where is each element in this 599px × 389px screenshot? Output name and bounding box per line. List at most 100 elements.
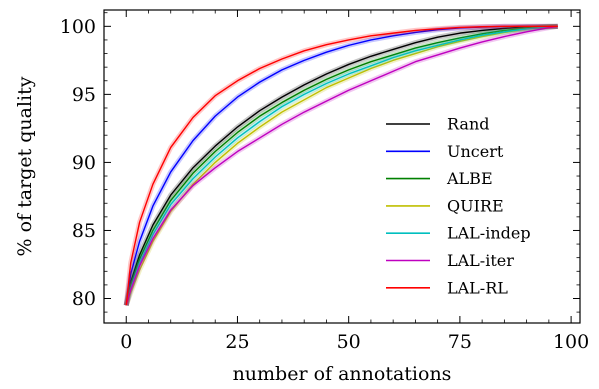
data-point xyxy=(370,61,372,63)
series-rand xyxy=(123,23,558,306)
data-point xyxy=(152,205,154,207)
data-point xyxy=(370,65,372,67)
legend-item: LAL-indep xyxy=(386,224,531,243)
data-point xyxy=(303,50,305,52)
data-point xyxy=(326,73,328,75)
data-point xyxy=(415,30,417,32)
data-point xyxy=(214,156,216,158)
data-point xyxy=(392,49,394,51)
x-tick-label: 75 xyxy=(448,331,472,353)
data-point xyxy=(192,167,194,169)
data-point xyxy=(170,171,172,173)
data-point xyxy=(237,137,239,139)
data-point xyxy=(281,124,283,126)
y-tick-label: 80 xyxy=(72,288,96,310)
plot-frame xyxy=(103,9,581,324)
data-point xyxy=(192,140,194,142)
data-point xyxy=(139,265,141,267)
data-point xyxy=(437,28,439,30)
data-point xyxy=(481,34,483,36)
legend-label: Rand xyxy=(447,115,490,134)
ticks-layer: 0 25 50 75 100 80 85 90 95 100 xyxy=(60,10,589,353)
data-point xyxy=(139,222,141,224)
data-point xyxy=(281,106,283,108)
data-point xyxy=(437,36,439,38)
data-point xyxy=(303,89,305,91)
data-point xyxy=(214,95,216,97)
data-point xyxy=(303,99,305,101)
data-point xyxy=(459,47,461,49)
data-point xyxy=(303,84,305,86)
data-point xyxy=(504,36,506,38)
legend-item: Rand xyxy=(386,115,490,134)
data-point xyxy=(125,305,127,307)
legend-item: LAL-iter xyxy=(386,251,514,270)
data-point xyxy=(392,32,394,34)
data-point xyxy=(192,173,194,175)
legend-item: ALBE xyxy=(386,169,493,188)
data-point xyxy=(526,26,528,28)
data-point xyxy=(548,26,550,28)
data-point xyxy=(526,31,528,33)
legend-label: LAL-RL xyxy=(447,278,508,297)
data-point xyxy=(481,41,483,43)
x-tick-label: 0 xyxy=(120,331,132,353)
data-point xyxy=(259,137,261,139)
data-point xyxy=(303,60,305,62)
data-point xyxy=(152,238,154,240)
legend-label: LAL-iter xyxy=(447,251,514,270)
data-point xyxy=(392,70,394,72)
y-tick-label: 100 xyxy=(60,16,96,38)
data-point xyxy=(152,183,154,185)
data-point xyxy=(281,69,283,71)
data-point xyxy=(214,145,216,147)
data-point xyxy=(504,31,506,33)
data-point xyxy=(459,27,461,29)
data-point xyxy=(459,32,461,34)
series-line xyxy=(125,25,558,306)
legend-label: ALBE xyxy=(446,169,493,188)
data-point xyxy=(437,54,439,56)
series-line xyxy=(125,25,558,306)
legend-item: QUIRE xyxy=(386,196,504,215)
y-tick-label: 95 xyxy=(72,84,96,106)
data-point xyxy=(303,111,305,113)
data-point xyxy=(192,185,194,187)
x-tick-label: 50 xyxy=(337,331,361,353)
data-point xyxy=(192,178,194,180)
x-axis-label: number of annotations xyxy=(233,363,452,385)
data-point xyxy=(437,45,439,47)
legend-label: LAL-indep xyxy=(447,224,531,243)
data-point xyxy=(348,45,350,47)
legend-item: Uncert xyxy=(386,142,504,161)
legend-item: LAL-RL xyxy=(386,278,508,297)
data-point xyxy=(348,39,350,41)
data-point xyxy=(237,96,239,98)
data-point xyxy=(281,111,283,113)
data-point xyxy=(170,147,172,149)
data-point xyxy=(170,194,172,196)
data-point xyxy=(281,58,283,60)
y-tick-label: 85 xyxy=(72,220,96,242)
data-point xyxy=(237,151,239,153)
data-point xyxy=(370,80,372,82)
x-tick-label: 100 xyxy=(553,331,589,353)
data-point xyxy=(348,64,350,66)
data-point xyxy=(348,77,350,79)
data-point xyxy=(415,42,417,44)
series-lal-indep xyxy=(123,23,558,306)
data-point xyxy=(237,132,239,134)
x-tick-label: 25 xyxy=(225,331,249,353)
data-point xyxy=(504,26,506,28)
data-point xyxy=(326,83,328,85)
data-point xyxy=(392,57,394,59)
data-point xyxy=(370,55,372,57)
series-lal-iter xyxy=(123,23,559,307)
series-line xyxy=(125,25,558,306)
data-point xyxy=(348,69,350,71)
data-point xyxy=(259,115,261,117)
data-point xyxy=(348,73,350,75)
data-point xyxy=(214,162,216,164)
data-point xyxy=(303,94,305,96)
